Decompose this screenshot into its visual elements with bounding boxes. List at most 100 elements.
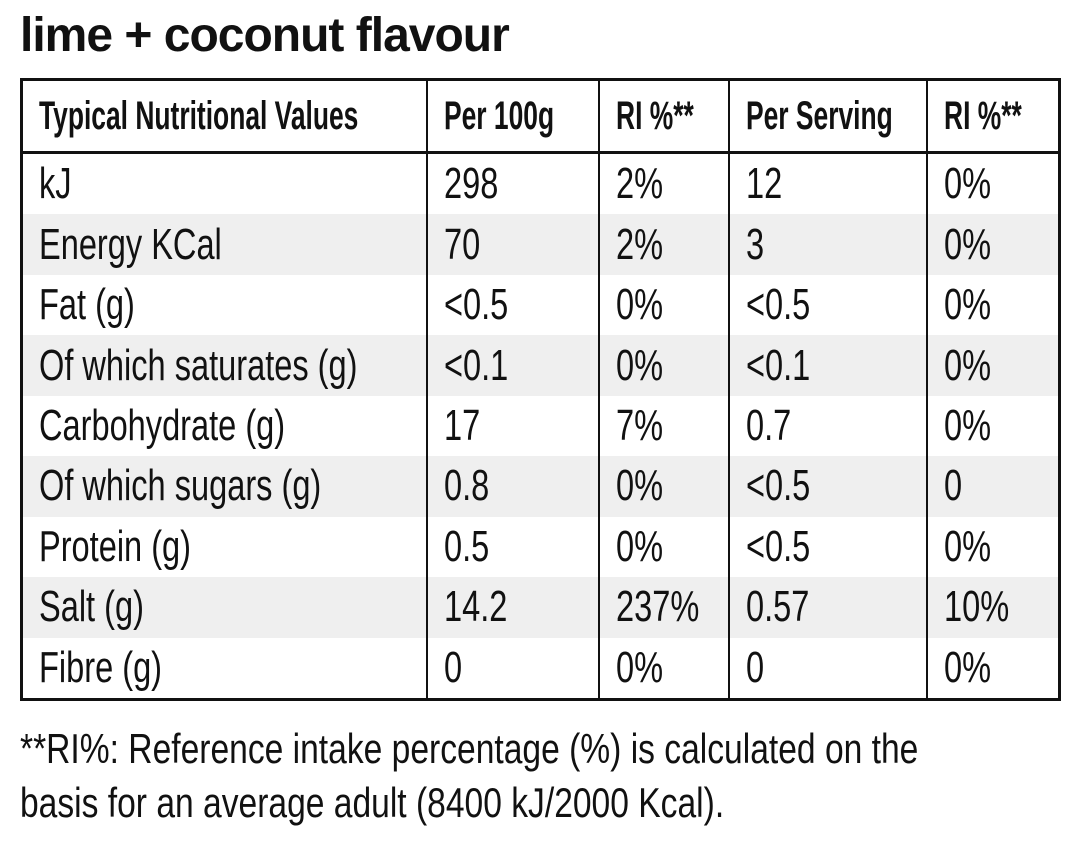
header-text: RI %** — [943, 93, 1022, 138]
header-cell: RI %** — [925, 79, 1060, 154]
table-cell: Protein (g) — [20, 516, 427, 578]
header-cell: Per 100g — [425, 79, 599, 154]
table-cell: 0% — [597, 516, 729, 578]
cell-text: 0% — [943, 642, 991, 692]
table-cell: 0 — [425, 637, 599, 700]
table-cell: 298 — [425, 152, 599, 215]
table-cell: 0% — [925, 516, 1060, 578]
table-cell: 0% — [925, 637, 1060, 700]
table-cell: kJ — [20, 152, 427, 215]
table-cell: <0.5 — [727, 456, 927, 517]
cell-text: 0.57 — [745, 582, 809, 632]
table-body: kJ 298 2% 12 0% Energy KCal 70 2% 3 0% Fat (g) <0.5… — [20, 152, 1060, 700]
table-cell: 14.2 — [425, 577, 599, 638]
table-cell: 3 — [727, 214, 927, 275]
cell-text: 0% — [615, 340, 663, 390]
table-cell: Of which saturates (g) — [20, 335, 427, 396]
table-cell: 0.8 — [425, 456, 599, 517]
cell-text: 7% — [615, 400, 663, 450]
cell-text: 0% — [943, 521, 991, 571]
cell-text: 0% — [615, 642, 663, 692]
table-row: Carbohydrate (g) 17 7% 0.7 0% — [20, 395, 1060, 457]
cell-text: 0% — [615, 280, 663, 330]
table-cell: Salt (g) — [20, 577, 427, 638]
cell-text: 12 — [745, 159, 782, 209]
cell-text: Fibre (g) — [39, 642, 163, 692]
header-cell: Typical Nutritional Values — [20, 79, 427, 154]
cell-text: 0.8 — [443, 461, 489, 511]
footnote: **RI%: Reference intake percentage (%) i… — [20, 722, 1080, 830]
header-text: Typical Nutritional Values — [39, 93, 359, 138]
cell-text: Energy KCal — [39, 219, 222, 269]
footnote-line: **RI%: Reference intake percentage (%) i… — [20, 725, 919, 772]
table-cell: 0% — [925, 335, 1060, 396]
cell-text: 0% — [943, 280, 991, 330]
table-cell: <0.5 — [425, 274, 599, 336]
cell-text: 2% — [615, 219, 663, 269]
table-cell: 0.5 — [425, 516, 599, 578]
table-cell: 0.7 — [727, 395, 927, 457]
table-row: Of which sugars (g) 0.8 0% <0.5 0 — [20, 456, 1060, 517]
header-text: Per 100g — [443, 93, 554, 138]
table-cell: <0.5 — [727, 274, 927, 336]
table-row: Fat (g) <0.5 0% <0.5 0% — [20, 274, 1060, 336]
table-row: Of which saturates (g) <0.1 0% <0.1 0% — [20, 335, 1060, 396]
table-cell: <0.1 — [727, 335, 927, 396]
header-row: Typical Nutritional Values Per 100g RI %**… — [20, 79, 1060, 154]
table-row: Fibre (g) 0 0% 0 0% — [20, 637, 1060, 700]
table-cell: 0% — [925, 395, 1060, 457]
cell-text: Salt (g) — [39, 582, 144, 632]
table-cell: 0% — [597, 637, 729, 700]
cell-text: <0.1 — [745, 340, 810, 390]
header-text: RI %** — [615, 93, 694, 138]
cell-text: 0.7 — [745, 400, 791, 450]
table-cell: <0.1 — [425, 335, 599, 396]
cell-text: Fat (g) — [39, 280, 135, 330]
cell-text: <0.5 — [745, 521, 810, 571]
table-cell: 70 — [425, 214, 599, 275]
cell-text: <0.5 — [745, 280, 810, 330]
cell-text: Protein (g) — [39, 521, 192, 571]
table-cell: 0 — [925, 456, 1060, 517]
cell-text: Carbohydrate (g) — [39, 400, 286, 450]
table-cell: Of which sugars (g) — [20, 456, 427, 517]
cell-text: Of which sugars (g) — [39, 461, 322, 511]
cell-text: 0.5 — [443, 521, 489, 571]
nutrition-table: Typical Nutritional Values Per 100g RI %**… — [20, 78, 1061, 701]
cell-text: 10% — [943, 582, 1009, 632]
table-cell: 12 — [727, 152, 927, 215]
cell-text: <0.1 — [443, 340, 508, 390]
table-cell: Fat (g) — [20, 274, 427, 336]
table-cell: Carbohydrate (g) — [20, 395, 427, 457]
table-cell: 0 — [727, 637, 927, 700]
cell-text: 14.2 — [443, 582, 507, 632]
cell-text: 0% — [943, 340, 991, 390]
cell-text: <0.5 — [745, 461, 810, 511]
table-cell: 7% — [597, 395, 729, 457]
table-cell: 17 — [425, 395, 599, 457]
table-cell: 0% — [597, 335, 729, 396]
table-row: Protein (g) 0.5 0% <0.5 0% — [20, 516, 1060, 578]
cell-text: 70 — [443, 219, 480, 269]
footnote-line: basis for an average adult (8400 kJ/2000… — [20, 779, 725, 826]
cell-text: kJ — [39, 159, 72, 209]
cell-text: <0.5 — [443, 280, 508, 330]
table-cell: 0% — [597, 456, 729, 517]
cell-text: 0 — [943, 461, 962, 511]
cell-text: 0 — [443, 642, 462, 692]
cell-text: Of which saturates (g) — [39, 340, 358, 390]
table-cell: 237% — [597, 577, 729, 638]
cell-text: 237% — [615, 582, 699, 632]
table-row: Salt (g) 14.2 237% 0.57 10% — [20, 577, 1060, 638]
cell-text: 298 — [443, 159, 498, 209]
cell-text: 17 — [443, 400, 480, 450]
table-cell: 2% — [597, 214, 729, 275]
table-cell: Fibre (g) — [20, 637, 427, 700]
table-cell: 0% — [597, 274, 729, 336]
cell-text: 0% — [615, 461, 663, 511]
cell-text: 0% — [615, 521, 663, 571]
table-cell: 0% — [925, 274, 1060, 336]
table-cell: Energy KCal — [20, 214, 427, 275]
table-cell: 10% — [925, 577, 1060, 638]
